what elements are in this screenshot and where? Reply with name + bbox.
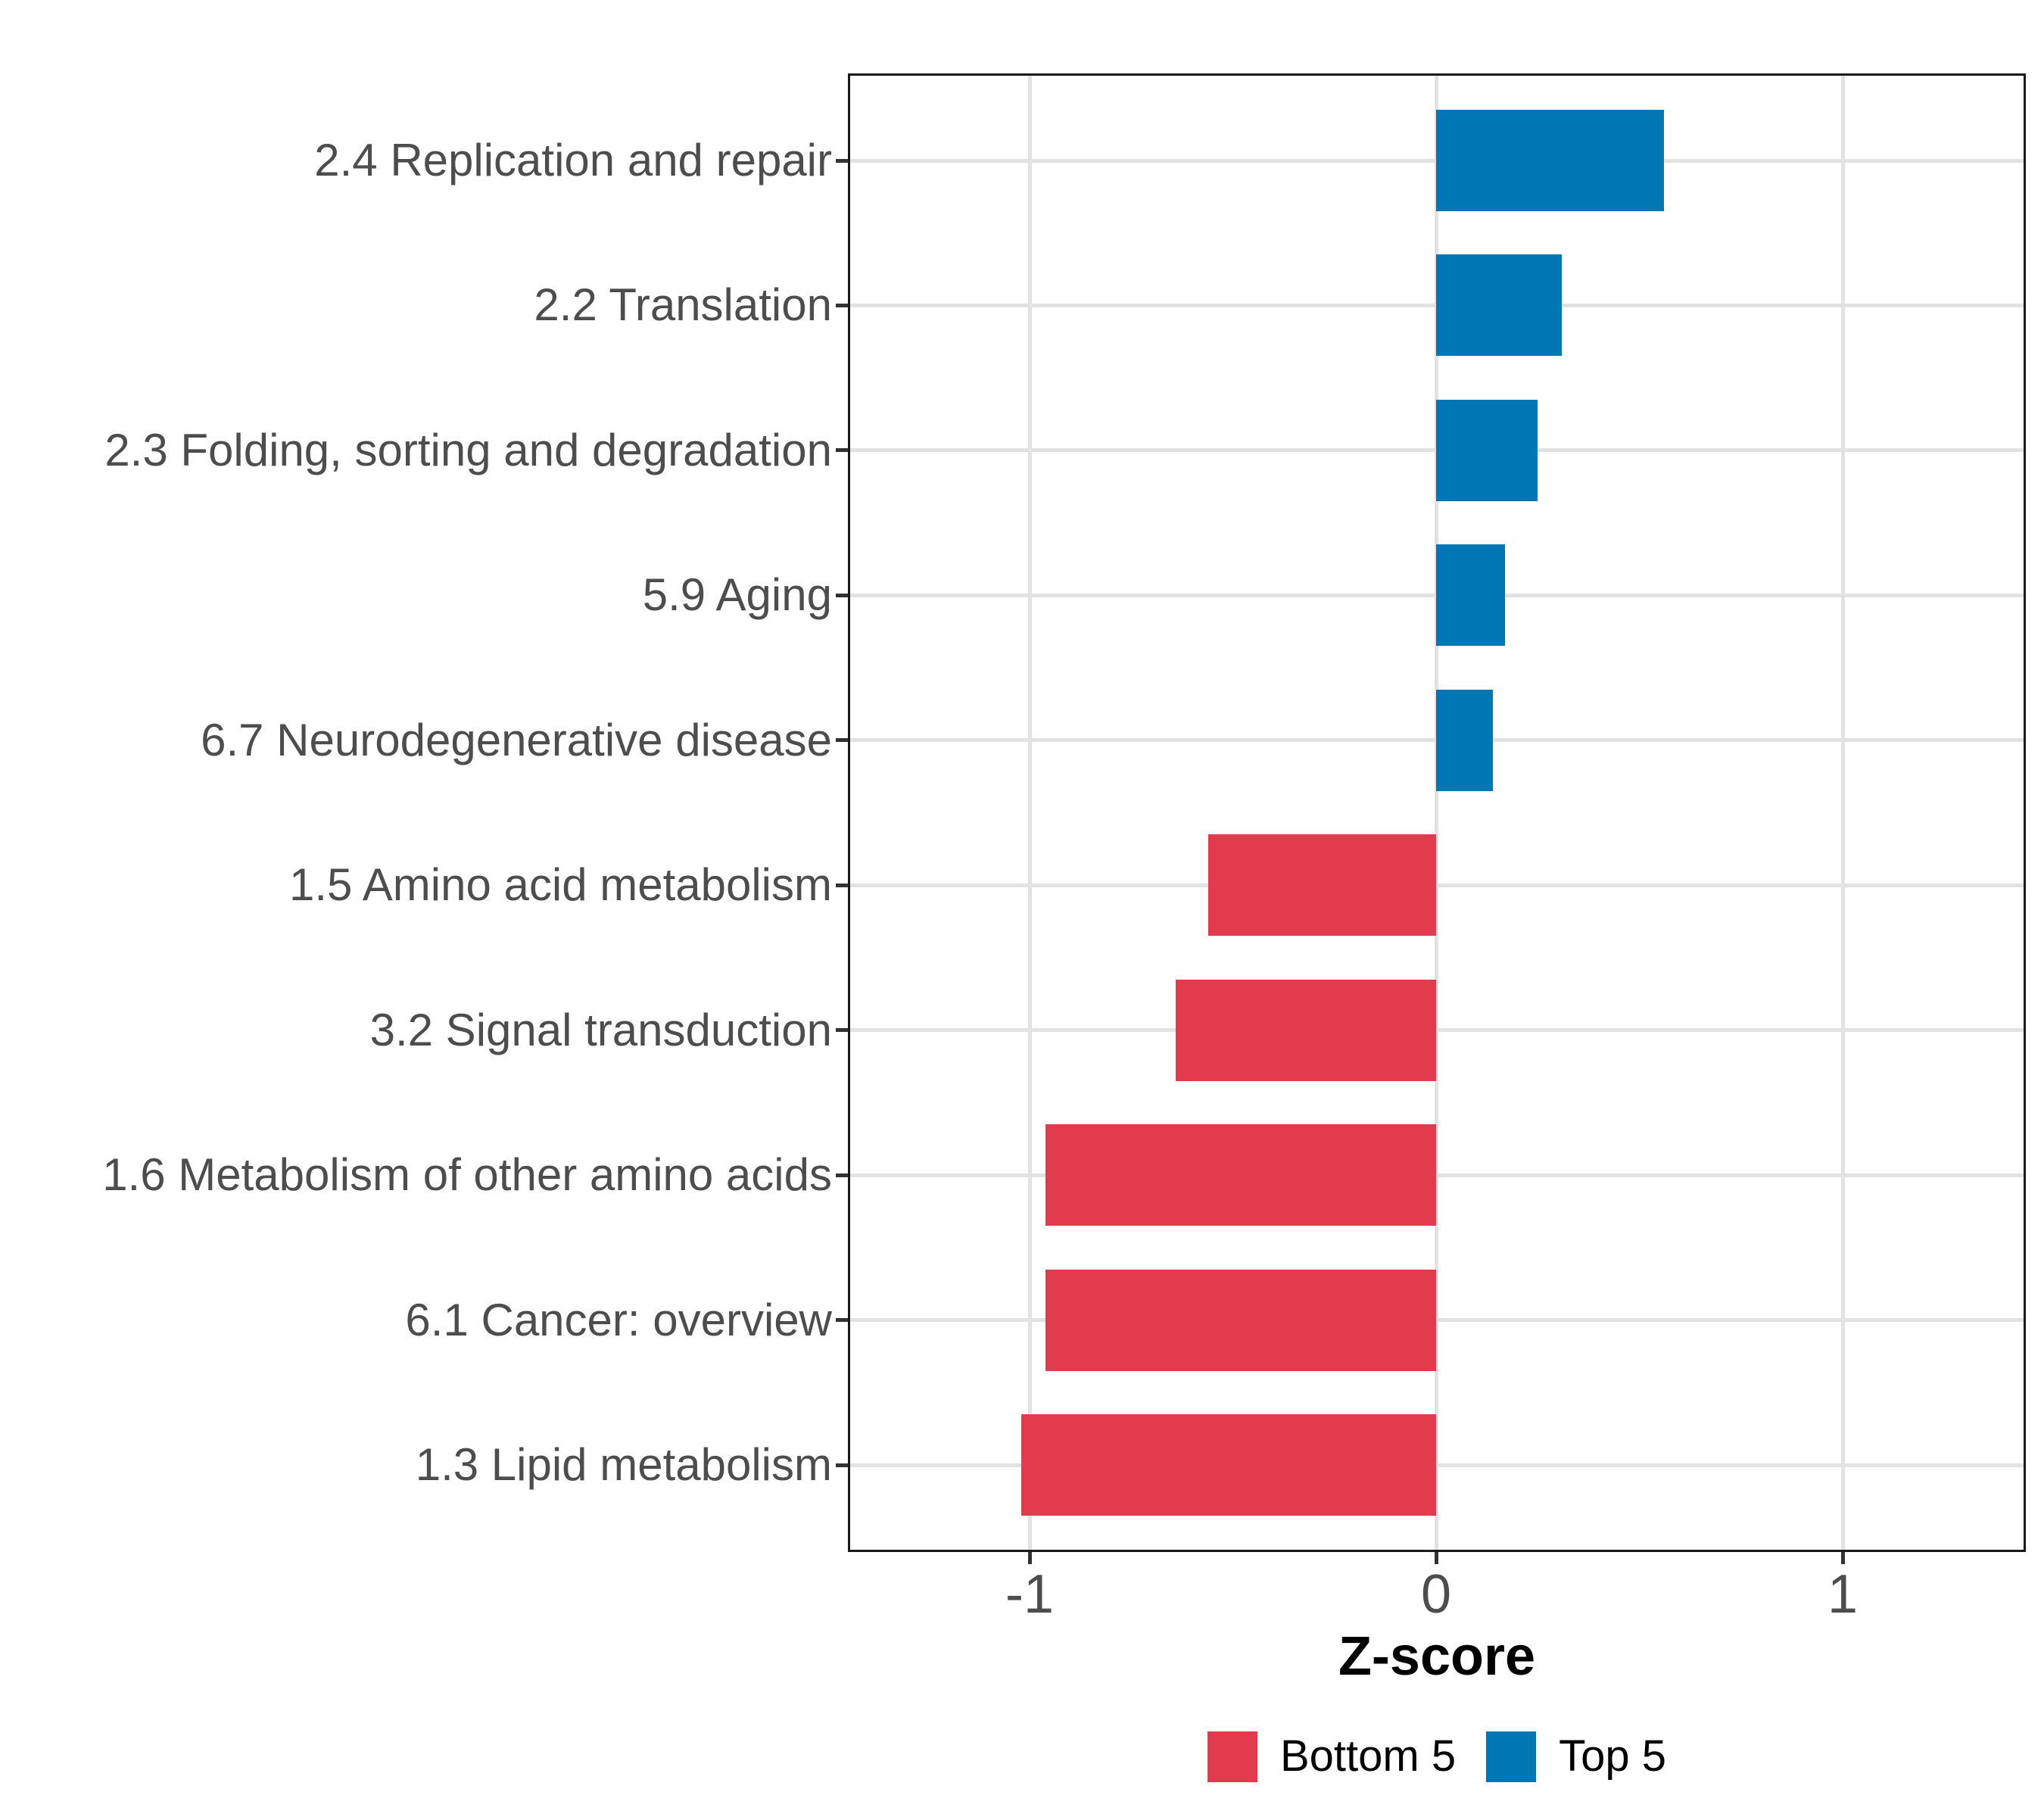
legend-swatch <box>1207 1731 1257 1782</box>
bar <box>1436 544 1506 647</box>
bar <box>1176 979 1436 1081</box>
bar <box>1208 834 1436 937</box>
legend-label: Bottom 5 <box>1279 1731 1457 1781</box>
y-gridline <box>850 1173 2024 1177</box>
y-axis-category-label: 6.7 Neurodegenerative disease <box>201 714 832 765</box>
x-gridline <box>1840 76 1845 1550</box>
x-axis-title: Z-score <box>1338 1626 1536 1687</box>
y-axis-tick <box>836 1173 848 1177</box>
y-axis-category-label: 5.9 Aging <box>642 569 832 621</box>
bar <box>1045 1124 1436 1226</box>
y-axis-tick <box>836 303 848 307</box>
y-axis-category-label: 3.2 Signal transduction <box>369 1004 832 1055</box>
legend-label: Top 5 <box>1559 1731 1667 1781</box>
y-gridline <box>850 1463 2024 1467</box>
y-gridline <box>850 1318 2024 1323</box>
bar <box>1436 110 1664 211</box>
y-axis-category-label: 2.2 Translation <box>534 279 832 331</box>
y-axis-tick <box>836 158 848 163</box>
y-axis-category-label: 1.3 Lipid metabolism <box>415 1439 832 1490</box>
y-axis-category-label: 2.4 Replication and repair <box>314 135 832 185</box>
y-axis-category-label: 2.3 Folding, sorting and degradation <box>104 424 832 475</box>
x-axis-tick <box>1434 1552 1438 1564</box>
legend-item: Top 5 <box>1486 1730 1666 1783</box>
x-gridline <box>1027 76 1032 1550</box>
x-axis-tick <box>1840 1552 1845 1564</box>
y-gridline <box>850 883 2024 887</box>
x-gridline <box>1434 76 1438 1550</box>
x-axis-tick-label: 1 <box>1827 1564 1859 1625</box>
y-axis-category-label: 1.6 Metabolism of other amino acids <box>102 1149 832 1201</box>
bar <box>1436 689 1494 791</box>
bar <box>1045 1269 1436 1371</box>
y-gridline <box>850 1028 2024 1033</box>
y-axis-tick <box>836 738 848 743</box>
y-axis-tick <box>836 883 848 887</box>
y-axis-category-label: 1.5 Amino acid metabolism <box>288 859 832 911</box>
y-axis-tick <box>836 1463 848 1467</box>
bar <box>1436 399 1538 501</box>
x-axis-tick-label: 0 <box>1420 1564 1452 1625</box>
y-axis-tick <box>836 1318 848 1323</box>
y-axis-tick <box>836 1028 848 1033</box>
y-axis-tick <box>836 593 848 597</box>
bar <box>1021 1414 1436 1516</box>
bar <box>1436 254 1563 357</box>
x-axis-tick <box>1027 1552 1032 1564</box>
legend: Bottom 5 Top 5 <box>1207 1730 1666 1783</box>
legend-swatch <box>1486 1731 1537 1782</box>
y-axis-category-label: 6.1 Cancer: overview <box>405 1294 832 1345</box>
y-axis-tick <box>836 448 848 453</box>
x-axis-tick-label: -1 <box>1005 1564 1055 1625</box>
legend-item: Bottom 5 <box>1207 1730 1456 1783</box>
